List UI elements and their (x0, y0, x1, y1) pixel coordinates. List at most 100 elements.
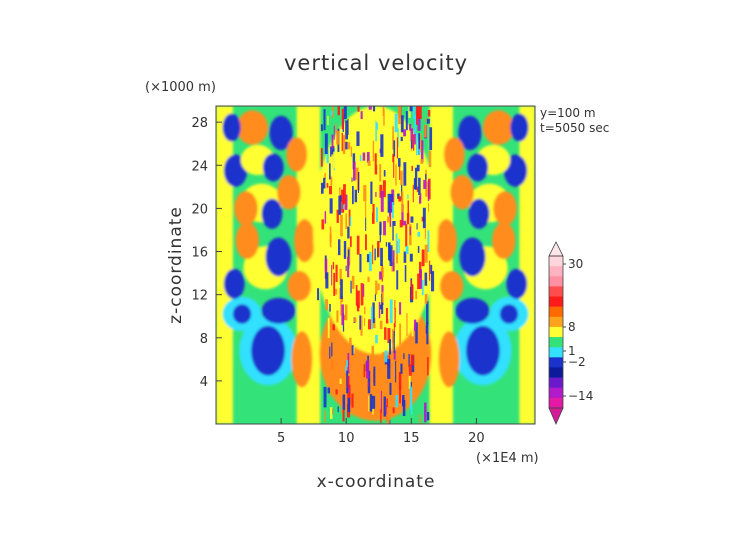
x-unit-label: (×1E4 m) (476, 451, 539, 466)
turbulent-streak (374, 248, 376, 261)
turbulent-streak (356, 235, 360, 255)
colorbar-label: −14 (568, 389, 593, 403)
turbulent-streak (414, 115, 417, 134)
blue-blob (499, 304, 519, 324)
turbulent-streak (335, 123, 337, 134)
turbulent-streak (379, 304, 383, 310)
colorbar-segment (549, 367, 563, 378)
turbulent-streak (360, 283, 364, 306)
turbulent-streak (389, 382, 392, 395)
colorbar-segment (549, 296, 563, 307)
turbulent-streak (367, 276, 370, 282)
turbulent-streak (403, 220, 407, 226)
turbulent-streak (401, 191, 404, 213)
turbulent-streak (359, 315, 361, 330)
turbulent-streak (353, 161, 356, 181)
turbulent-streak (408, 364, 412, 376)
blue-blob (467, 153, 489, 182)
blue-blob (222, 113, 241, 142)
turbulent-streak (387, 242, 391, 261)
turbulent-streak (392, 250, 395, 272)
turbulent-streak (416, 384, 420, 395)
turbulent-streak (334, 288, 338, 295)
colorbar-segment (549, 357, 563, 368)
turbulent-streak (427, 110, 431, 117)
turbulent-streak (381, 291, 384, 303)
turbulent-streak (369, 394, 373, 412)
turbulent-streak (331, 342, 333, 357)
turbulent-streak (341, 189, 345, 213)
blue-blob (269, 115, 293, 151)
y-tick-label: 28 (191, 116, 208, 131)
turbulent-streak (329, 407, 333, 419)
turbulent-streak (341, 132, 343, 152)
turbulent-streak (343, 240, 347, 259)
turbulent-streak (417, 246, 420, 253)
orange-blob (492, 222, 516, 260)
blue-blob (265, 237, 292, 277)
turbulent-streak (411, 320, 414, 337)
turbulent-streak (367, 160, 371, 166)
turbulent-streak (374, 402, 377, 415)
turbulent-streak (399, 302, 402, 315)
turbulent-streak (324, 258, 328, 279)
turbulent-streak (380, 282, 383, 302)
turbulent-streak (367, 381, 369, 388)
turbulent-streak (325, 299, 329, 311)
turbulent-streak (372, 244, 374, 265)
turbulent-streak (371, 395, 376, 409)
orange-blob (439, 270, 464, 302)
turbulent-streak (419, 106, 422, 119)
turbulent-streak (340, 279, 343, 300)
turbulent-column (313, 106, 438, 354)
colorbar-segment (549, 337, 563, 348)
turbulent-streak (363, 136, 365, 159)
turbulent-streak (391, 329, 394, 343)
turbulent-streak (336, 310, 339, 323)
turbulent-streak (357, 106, 360, 112)
turbulent-streak (418, 149, 421, 156)
turbulent-streak (427, 180, 430, 202)
turbulent-streak (395, 233, 398, 254)
turbulent-streak (430, 271, 435, 292)
turbulent-streak (329, 381, 331, 396)
turbulent-streak (367, 370, 371, 394)
turbulent-streak (333, 151, 337, 169)
turbulent-streak (329, 198, 333, 214)
turbulent-streak (422, 207, 426, 229)
orange-blob (236, 110, 269, 145)
turbulent-streak (337, 106, 340, 116)
turbulent-streak (352, 186, 354, 205)
turbulent-streak (330, 175, 333, 186)
turbulent-streak (383, 109, 385, 126)
turbulent-streak (424, 124, 427, 138)
turbulent-streak (347, 226, 350, 239)
turbulent-streak (380, 247, 383, 266)
turbulent-streak (350, 146, 353, 157)
plot-frame (215, 105, 536, 425)
orange-blob (286, 137, 308, 172)
turbulent-streak (399, 386, 402, 404)
turbulent-streak (429, 106, 432, 107)
orange-blob (291, 331, 313, 388)
turbulent-streak (409, 123, 412, 131)
orange-blob (294, 219, 315, 263)
turbulent-streak (347, 376, 350, 388)
turbulent-streak (416, 223, 418, 230)
x-axis-label: x-coordinate (317, 472, 436, 492)
turbulent-streak (324, 211, 327, 224)
turbulent-streak (358, 172, 360, 193)
turbulent-streak (362, 152, 366, 161)
yellow-band (216, 106, 233, 424)
turbulent-streak (391, 202, 394, 219)
turbulent-streak (417, 273, 421, 290)
turbulent-streak (409, 140, 412, 161)
blue-blob (468, 198, 490, 229)
blue-blob (261, 297, 296, 324)
turbulent-streak (392, 407, 395, 414)
colorbar-segment (549, 387, 563, 399)
turbulent-streak (382, 180, 386, 198)
yellow-band (519, 106, 535, 424)
turbulent-streak (418, 133, 420, 155)
turbulent-streak (420, 140, 424, 163)
